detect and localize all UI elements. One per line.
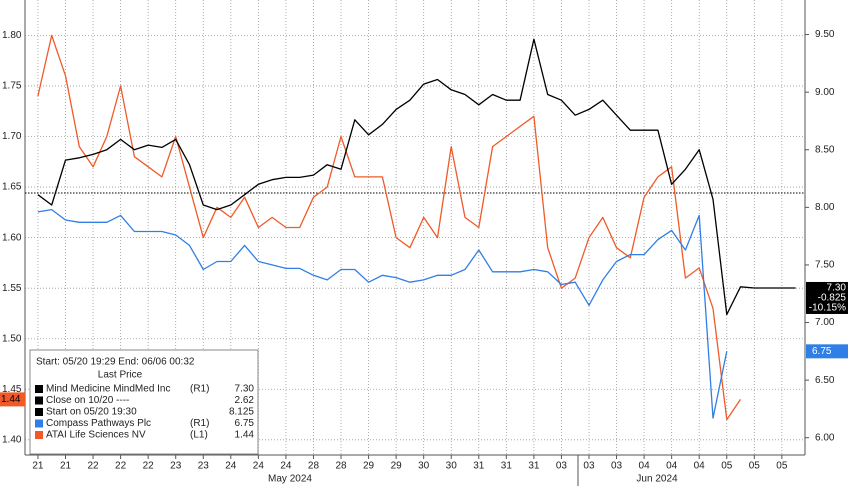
legend-value: 8.125 [229, 407, 254, 418]
x-tick-label: 23 [170, 461, 182, 472]
last-value-label: 6.75 [812, 346, 832, 357]
x-tick-label: 05 [721, 461, 733, 472]
y-tick-label: 1.60 [2, 232, 22, 243]
x-tick-label: 05 [749, 461, 761, 472]
last-value-box [0, 392, 25, 407]
x-tick-label: 29 [363, 461, 375, 472]
legend-value: 7.30 [235, 384, 255, 395]
x-tick-label: 21 [60, 461, 72, 472]
legend-label: Start on 05/20 19:30 [46, 407, 137, 418]
series-line [37, 38, 796, 316]
last-value-label: 1.44 [1, 394, 21, 405]
legend-swatch [35, 385, 43, 393]
legend-value: 2.62 [235, 395, 255, 406]
x-tick-label: 04 [639, 461, 651, 472]
legend-axis-tag: (L1) [190, 430, 208, 441]
x-tick-label: 04 [694, 461, 706, 472]
series-line [37, 34, 742, 421]
y-tick-label: 1.45 [2, 384, 22, 395]
legend-axis-tag: (R1) [190, 418, 209, 429]
x-tick-label: 22 [115, 461, 127, 472]
x-tick-label: 21 [32, 461, 44, 472]
legend-label: Mind Medicine MindMed Inc [46, 384, 171, 395]
y2-tick-label: 9.50 [815, 29, 835, 40]
x-tick-label: 24 [225, 461, 237, 472]
x-tick-label: 30 [418, 461, 430, 472]
legend-swatch [35, 419, 43, 428]
x-tick-label: 28 [335, 461, 347, 472]
y2-tick-label: 8.00 [815, 202, 835, 213]
x-tick-label: 28 [308, 461, 320, 472]
legend-value: 1.44 [235, 430, 255, 441]
x-tick-label: 24 [280, 461, 292, 472]
legend-label: Close on 10/20 ---- [46, 395, 129, 406]
x-tick-label: 22 [143, 461, 155, 472]
x-tick-label: 24 [253, 461, 265, 472]
y2-tick-label: 7.00 [815, 317, 835, 328]
y-tick-label: 1.50 [2, 333, 22, 344]
legend-axis-tag: (R1) [190, 384, 209, 395]
y-tick-label: 1.55 [2, 283, 22, 294]
legend-label: Compass Pathways Plc [46, 418, 151, 429]
y-tick-label: 1.70 [2, 131, 22, 142]
last-price-label: 7.30 [827, 283, 847, 294]
x-tick-label: 31 [501, 461, 513, 472]
y2-tick-label: 7.50 [815, 260, 835, 271]
month-label: May 2024 [268, 474, 312, 485]
x-tick-label: 03 [556, 461, 568, 472]
x-tick-label: 03 [611, 461, 623, 472]
y2-tick-label: 6.50 [815, 375, 835, 386]
y-tick-label: 1.80 [2, 30, 22, 41]
x-tick-label: 31 [473, 461, 485, 472]
x-tick-label: 03 [583, 461, 595, 472]
x-tick-label: 23 [198, 461, 210, 472]
last-price-label: -10.15% [809, 303, 846, 314]
legend: Start: 05/20 19:29 End: 06/06 00:32 Last … [29, 349, 259, 455]
x-tick-label: 05 [776, 461, 788, 472]
y-tick-label: 1.75 [2, 81, 22, 92]
y2-tick-label: 6.00 [815, 432, 835, 443]
x-tick-label: 31 [528, 461, 540, 472]
legend-value: 6.75 [235, 418, 255, 429]
y2-tick-label: 9.00 [815, 87, 835, 98]
last-value-box [806, 344, 848, 359]
x-tick-label: 29 [391, 461, 403, 472]
legend-swatch [35, 396, 43, 405]
last-price-box [806, 281, 848, 314]
legend-swatch [35, 431, 43, 439]
x-tick-label: 22 [87, 461, 99, 472]
y-tick-label: 1.65 [2, 182, 22, 193]
legend-header: Start: 05/20 19:29 End: 06/06 00:32 [36, 357, 195, 368]
y-tick-label: 1.40 [2, 434, 22, 445]
x-tick-label: 30 [446, 461, 458, 472]
legend-subheader: Last Price [98, 370, 143, 381]
legend-label: ATAI Life Sciences NV [46, 430, 146, 441]
legend-swatch [35, 408, 43, 416]
x-tick-label: 04 [666, 461, 678, 472]
y2-tick-label: 8.50 [815, 144, 835, 155]
series-line [37, 208, 728, 419]
month-label: Jun 2024 [636, 474, 678, 485]
last-price-label: -0.825 [818, 293, 847, 304]
legend-box [29, 349, 259, 455]
